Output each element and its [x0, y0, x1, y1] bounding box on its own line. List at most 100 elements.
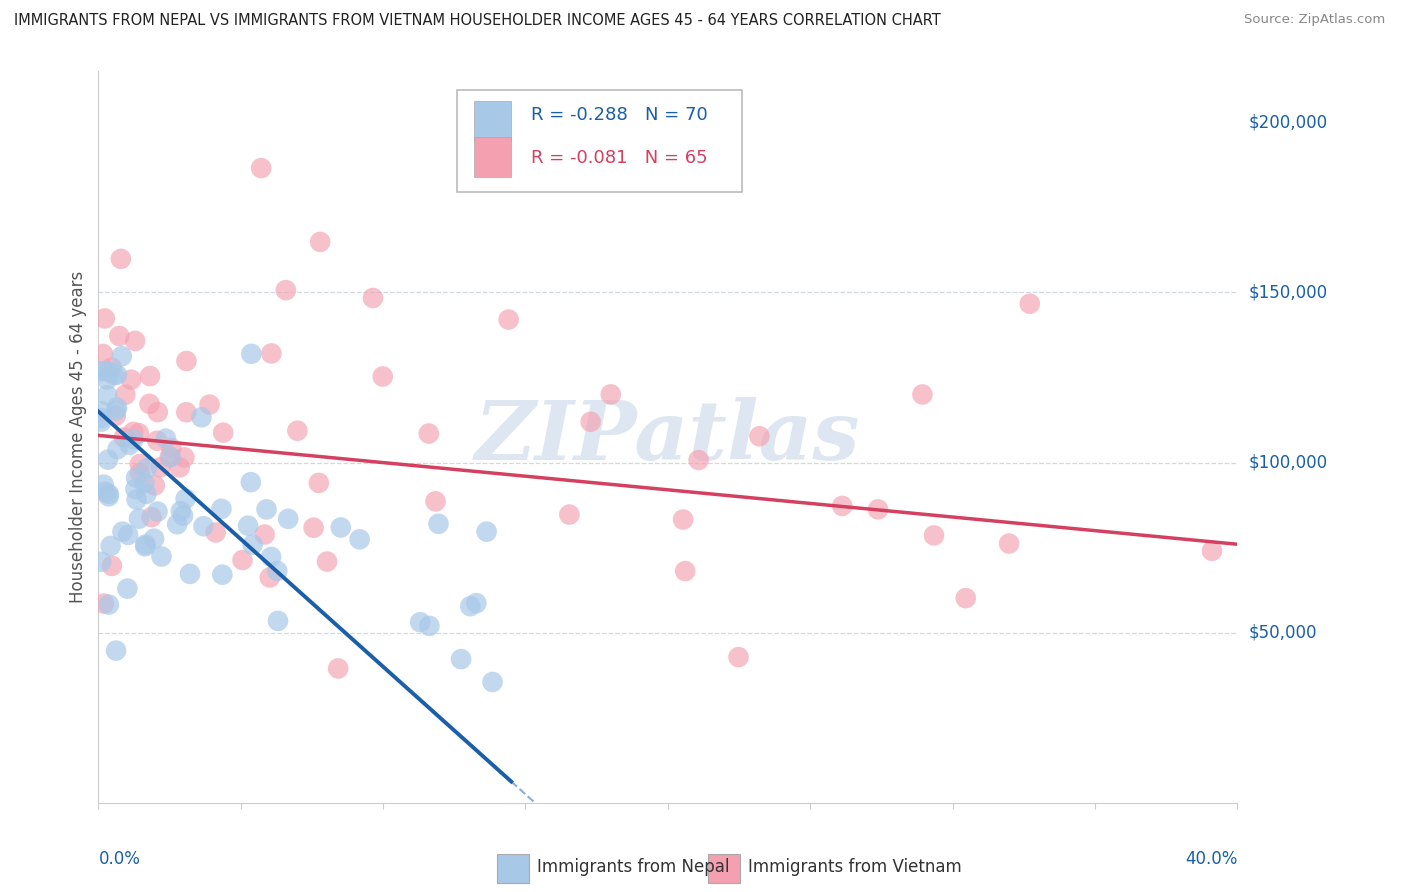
Point [172, 508, 194, 523]
Point [124, 482, 146, 496]
Point [128, 426, 150, 441]
Point [266, 564, 288, 578]
Point [179, 566, 201, 581]
Point [146, 405, 169, 419]
Point [94, 311, 117, 326]
Point [253, 527, 276, 541]
Point [117, 582, 139, 596]
Point [150, 549, 173, 564]
Point [166, 517, 188, 532]
Point [114, 387, 136, 401]
Point [97, 452, 120, 467]
Point [141, 510, 163, 524]
Point [100, 360, 122, 375]
Point [135, 461, 157, 475]
Point [97, 489, 120, 503]
Point [105, 403, 128, 417]
Point [866, 502, 889, 516]
Point [371, 369, 394, 384]
Point [135, 537, 157, 551]
Point [125, 492, 148, 507]
Point [90, 415, 112, 429]
Point [176, 354, 198, 368]
Text: R = -0.288   N = 70: R = -0.288 N = 70 [531, 106, 709, 124]
Point [599, 387, 621, 401]
Point [159, 450, 181, 464]
Point [96, 373, 118, 387]
Text: IMMIGRANTS FROM NEPAL VS IMMIGRANTS FROM VIETNAM HOUSEHOLDER INCOME AGES 45 - 64: IMMIGRANTS FROM NEPAL VS IMMIGRANTS FROM… [14, 13, 941, 29]
Point [128, 511, 150, 525]
Point [117, 528, 139, 542]
Point [409, 615, 432, 630]
Point [727, 650, 749, 665]
Point [672, 512, 695, 526]
Text: ZIPatlas: ZIPatlas [475, 397, 860, 477]
Point [465, 596, 488, 610]
Text: $100,000: $100,000 [1249, 454, 1327, 472]
Point [579, 415, 602, 429]
Point [146, 434, 169, 448]
Point [259, 570, 281, 584]
Point [242, 538, 264, 552]
Point [134, 539, 156, 553]
Point [1018, 296, 1040, 310]
Point [97, 598, 120, 612]
Point [101, 558, 124, 573]
Point [329, 520, 352, 534]
Point [831, 499, 853, 513]
Point [94, 484, 117, 499]
Point [108, 329, 131, 343]
Point [105, 643, 128, 657]
Text: 0.0%: 0.0% [98, 850, 141, 868]
Point [129, 466, 152, 480]
Point [112, 430, 135, 444]
Point [159, 450, 181, 464]
Point [498, 312, 520, 326]
Point [173, 450, 195, 465]
Point [160, 441, 183, 455]
Point [93, 597, 115, 611]
Point [105, 368, 128, 382]
Point [105, 401, 128, 415]
Point [170, 504, 193, 518]
Point [139, 369, 162, 384]
Point [124, 334, 146, 348]
Point [149, 460, 172, 475]
Point [267, 614, 290, 628]
Point [134, 476, 156, 491]
Point [260, 346, 283, 360]
Text: 40.0%: 40.0% [1185, 850, 1237, 868]
Point [91, 347, 114, 361]
Point [96, 388, 118, 402]
Point [120, 373, 142, 387]
Point [98, 365, 121, 379]
Point [287, 424, 309, 438]
Point [94, 364, 117, 378]
Point [256, 502, 278, 516]
Point [155, 432, 177, 446]
Point [122, 433, 145, 447]
Point [673, 564, 696, 578]
Point [277, 512, 299, 526]
Point [209, 501, 232, 516]
Point [302, 521, 325, 535]
Point [349, 533, 371, 547]
Point [211, 567, 233, 582]
Text: $50,000: $50,000 [1249, 624, 1317, 641]
Point [111, 524, 134, 539]
Point [748, 429, 770, 443]
Point [107, 442, 129, 457]
Point [558, 508, 581, 522]
Point [231, 553, 253, 567]
Point [174, 491, 197, 506]
Text: R = -0.081   N = 65: R = -0.081 N = 65 [531, 149, 707, 167]
Point [427, 516, 450, 531]
Point [361, 291, 384, 305]
Point [911, 387, 934, 401]
Point [236, 518, 259, 533]
Point [90, 364, 112, 378]
Point [135, 487, 157, 501]
Point [481, 675, 503, 690]
Bar [498, 854, 529, 883]
Bar [474, 137, 510, 178]
